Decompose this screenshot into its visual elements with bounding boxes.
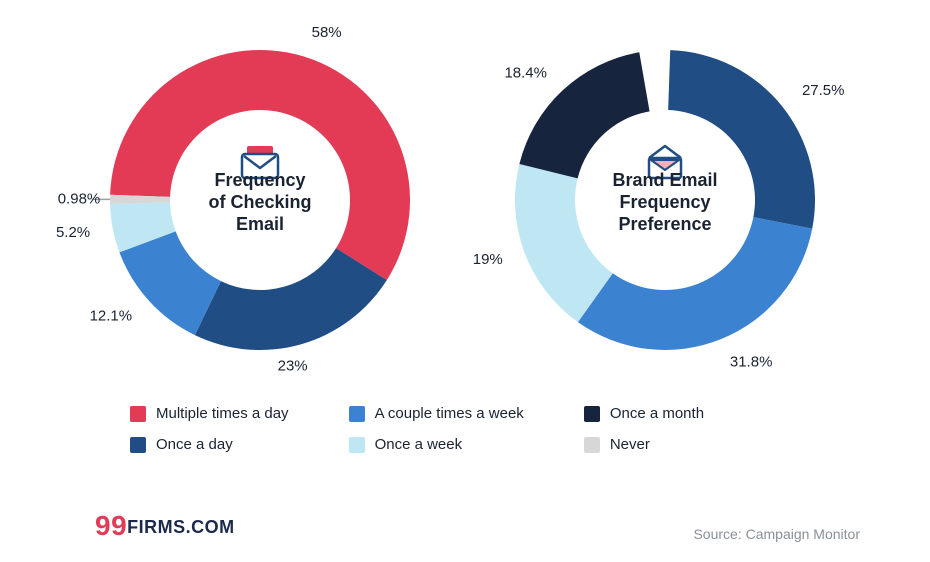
logo-99firms: 99FIRMS.COM — [95, 510, 235, 542]
logo-99: 99 — [95, 510, 127, 541]
legend-item: Multiple times a day — [130, 405, 289, 422]
slice-label: 31.8% — [730, 353, 773, 370]
legend-swatch — [130, 406, 146, 422]
legend-label: Once a day — [156, 436, 233, 453]
footer: 99FIRMS.COM Source: Campaign Monitor — [0, 510, 930, 542]
source-text: Source: Campaign Monitor — [693, 526, 860, 542]
legend-swatch — [130, 437, 146, 453]
slice-label: 19% — [473, 251, 503, 268]
infographic-stage: 58%23%12.1%5.2%0.98% Frequencyof Checkin… — [0, 0, 930, 562]
donut-chart: 27.5% 31.8% 19% 18.4% Brand EmailFrequencyP… — [0, 0, 930, 400]
legend: Multiple times a day A couple times a we… — [130, 405, 704, 453]
legend-item: Never — [584, 436, 704, 453]
slice-label: 18.4% — [504, 64, 547, 81]
chart-title-line: Preference — [618, 214, 711, 234]
legend-swatch — [584, 406, 600, 422]
legend-item: Once a day — [130, 436, 289, 453]
chart-title-line: Frequency — [619, 192, 710, 212]
legend-label: Multiple times a day — [156, 405, 289, 422]
legend-label: Once a month — [610, 405, 704, 422]
donut-slice — [578, 217, 812, 350]
legend-label: Never — [610, 436, 650, 453]
logo-text: FIRMS.COM — [127, 517, 235, 537]
legend-swatch — [349, 437, 365, 453]
chart-title-line: Brand Email — [612, 170, 717, 190]
legend-item: Once a week — [349, 436, 524, 453]
legend-swatch — [584, 437, 600, 453]
legend-label: Once a week — [375, 436, 463, 453]
legend-swatch — [349, 406, 365, 422]
slice-label: 27.5% — [802, 82, 845, 99]
legend-item: Once a month — [584, 405, 704, 422]
legend-item: A couple times a week — [349, 405, 524, 422]
legend-label: A couple times a week — [375, 405, 524, 422]
